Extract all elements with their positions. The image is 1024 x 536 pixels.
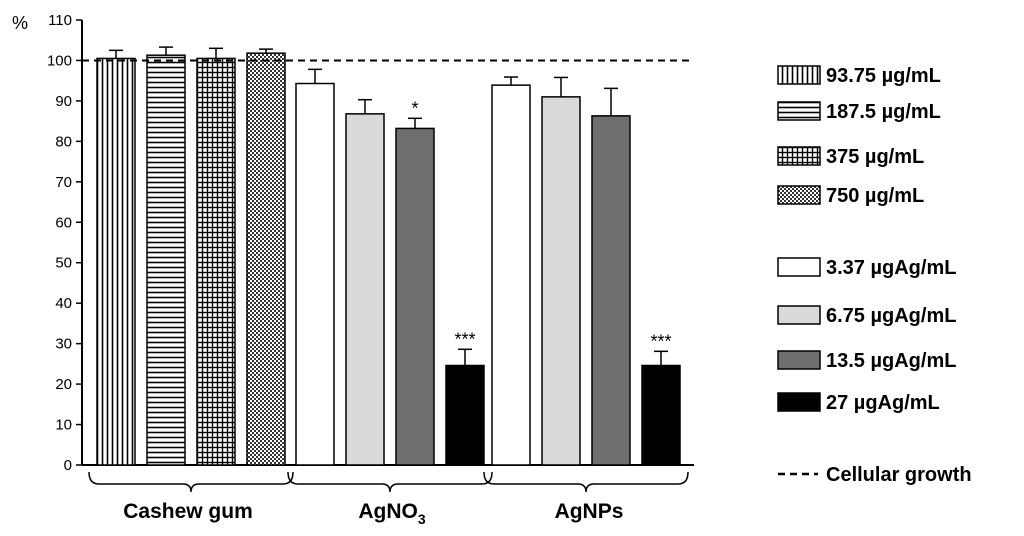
group-label-agno3: AgNO3 [358,500,426,527]
legend-label-13-5: 13.5 µgAg/mL [826,350,956,372]
bar [541,96,581,466]
significance-label: * [411,98,418,118]
legend-label-6-75: 6.75 µgAg/mL [826,305,956,327]
legend-label-375: 375 µg/mL [826,146,924,168]
group-label-cashew-gum: Cashew gum [123,500,253,523]
legend-label-750: 750 µg/mL [826,185,924,207]
y-tick-label: 10 [55,417,72,434]
legend-swatch-93-75 [777,65,821,85]
y-tick-label: 100 [47,52,72,69]
group-label-agno3-subscript: 3 [418,511,426,527]
y-tick-label: 30 [55,336,72,353]
y-tick-label: 110 [48,12,72,29]
group-bracket [483,471,689,493]
group-label-agnps: AgNPs [555,500,624,523]
y-tick-label: 90 [55,93,72,110]
bar [295,82,335,466]
bar [345,113,385,466]
bar [96,57,136,466]
bar [246,52,286,466]
significance-label: *** [650,331,671,351]
group-bracket [287,471,493,493]
y-tick-label: 70 [55,174,72,191]
bar [445,364,485,466]
bar [395,127,435,466]
legend-swatch-375 [777,146,821,166]
y-tick-label: 50 [55,255,72,272]
y-axis-unit-label: % [12,13,28,33]
y-tick-label: 40 [55,295,72,312]
y-tick-label: 20 [55,376,72,393]
legend-swatch-27 [777,392,821,412]
y-tick-label: 0 [64,457,72,474]
bar [196,57,236,466]
legend-swatch-187-5 [777,101,821,121]
y-tick-label: 60 [55,214,72,231]
legend-label-187-5: 187.5 µg/mL [826,101,941,123]
y-tick-label: 80 [55,133,72,150]
y-axis-ticks: 0 10 20 30 40 50 60 70 80 90 100 110 [47,12,82,474]
group-bracket [88,471,294,493]
group-label-agno3-main: AgNO [358,500,418,523]
legend-swatch-750 [777,185,821,205]
legend: 93.75 µg/mL 187.5 µg/mL 375 µg/mL 750 µg… [777,65,972,486]
legend-swatch-6-75 [777,305,821,325]
bar [641,364,681,466]
bar [491,84,531,466]
bars: **** *** [96,46,681,466]
legend-label-cellular-growth: Cellular growth [826,464,972,486]
group-labels: Cashew gum AgNO3 AgNPs [88,471,689,527]
legend-label-27: 27 µgAg/mL [826,392,940,414]
bar [591,115,631,466]
legend-swatch-13-5 [777,350,821,370]
legend-swatch-3-37 [777,257,821,277]
significance-label: *** [454,329,475,349]
bar [146,54,186,466]
legend-label-3-37: 3.37 µgAg/mL [826,257,956,279]
legend-label-93-75: 93.75 µg/mL [826,65,941,87]
